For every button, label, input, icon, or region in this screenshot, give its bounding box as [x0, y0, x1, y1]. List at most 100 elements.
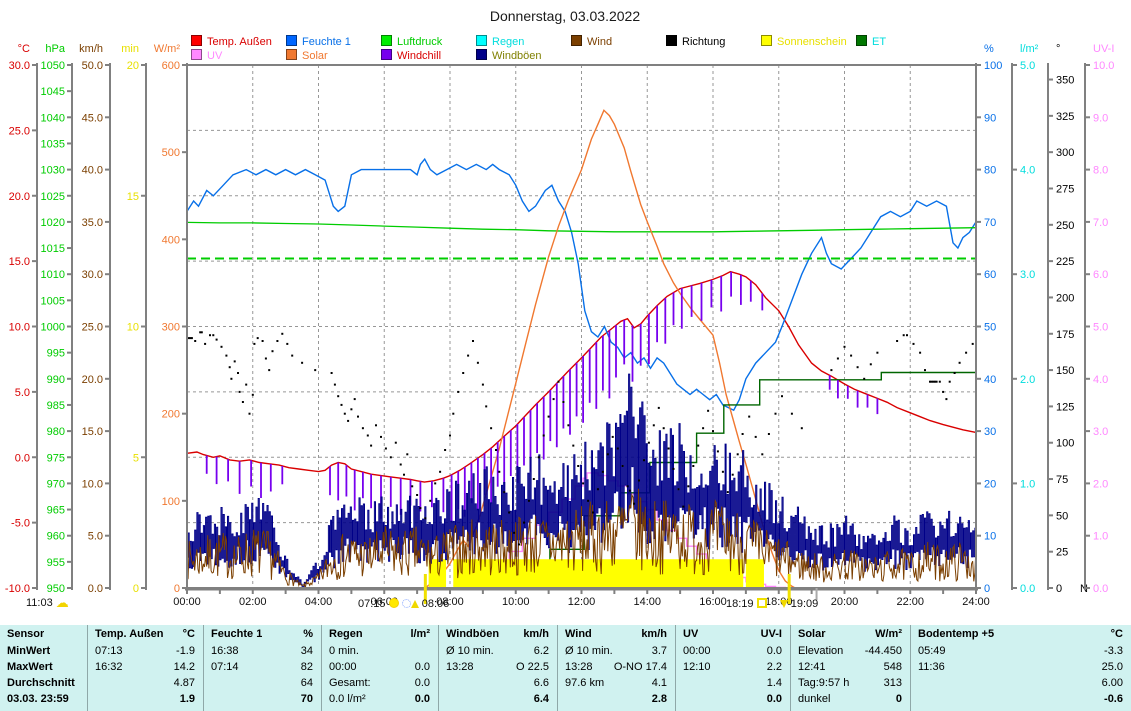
- legend-label: Windchill: [397, 50, 442, 62]
- moonrise-time: 08:06: [421, 598, 450, 610]
- axis-rain-label: 0.0: [1020, 583, 1035, 595]
- table-row-label: 03.03. 23:59: [7, 693, 69, 705]
- direction-dot: [843, 345, 846, 348]
- axis-wind-label: 5.0: [88, 531, 103, 543]
- legend-label: Solar: [302, 50, 328, 62]
- table-cell-value: 0.0: [414, 677, 430, 689]
- table-cell-time: 00:00: [683, 645, 711, 657]
- axis-pressure-label: 995: [47, 348, 65, 360]
- axis-humidity-label: 90: [984, 112, 996, 124]
- direction-dot: [429, 499, 432, 502]
- legend-item-luftdruck: Luftdruck: [381, 35, 476, 48]
- direction-dot: [503, 491, 506, 494]
- direction-dot: [935, 380, 938, 383]
- direction-dot: [863, 377, 866, 380]
- direction-dot: [523, 521, 525, 524]
- table-cell-value: O-NO 17.4: [613, 661, 667, 673]
- series-sonnenschein-area: [428, 559, 447, 587]
- series-sonnenschein-area: [745, 559, 764, 587]
- axis-pressure-label: 975: [47, 452, 65, 464]
- legend-swatch-icon: [476, 49, 487, 60]
- axis-uv-label: 9.0: [1093, 112, 1108, 124]
- direction-dot: [424, 517, 427, 520]
- legend-item-windchill: Windchill: [381, 49, 476, 62]
- table-column-unit: °C: [182, 628, 195, 640]
- axis-uv-label: 0.0: [1093, 583, 1108, 595]
- table-cell-time: Gesamt:: [329, 677, 371, 689]
- axis-rain-title: l/m²: [1020, 43, 1039, 55]
- direction-dot: [375, 424, 377, 427]
- direction-dot: [638, 479, 640, 482]
- direction-dot: [361, 427, 364, 430]
- legend-row-2: UV Solar Windchill Windböen: [191, 49, 571, 62]
- direction-dot: [547, 415, 550, 418]
- axis-humidity-title: %: [984, 43, 994, 55]
- table-column-header: Feuchte 1: [211, 628, 263, 640]
- direction-dot: [582, 482, 585, 485]
- x-axis-label: 00:00: [173, 596, 201, 608]
- axis-pressure-label: 950: [47, 583, 65, 595]
- table-cell-value: 0.0: [414, 661, 430, 673]
- axis-uv-label: 4.0: [1093, 374, 1108, 386]
- table-cell-time: 11:36: [918, 661, 945, 673]
- direction-dot: [682, 505, 685, 508]
- table-cell-value: -3.3: [1104, 645, 1123, 657]
- direction-dot: [268, 369, 271, 372]
- table-column-header: Solar: [798, 628, 826, 640]
- axis-temp-label: 25.0: [9, 125, 30, 137]
- direction-dot: [194, 340, 197, 342]
- table-row-label: MinWert: [7, 645, 51, 657]
- direction-dot: [251, 393, 254, 396]
- direction-dot: [199, 331, 202, 334]
- direction-dot: [204, 342, 207, 345]
- direction-dot: [271, 350, 274, 353]
- legend-item-regen: Regen: [476, 35, 571, 48]
- axis-humidity-label: 30: [984, 426, 996, 438]
- legend-swatch-icon: [761, 35, 772, 46]
- axis-direction-label: 275: [1056, 183, 1074, 195]
- direction-dot: [399, 463, 402, 466]
- direction-dot: [394, 441, 397, 444]
- direction-dot: [606, 453, 609, 456]
- x-axis-label: 24:00: [962, 596, 990, 608]
- legend-swatch-icon: [476, 35, 487, 46]
- table-cell-value: 6.2: [533, 645, 549, 657]
- direction-dot: [643, 459, 645, 462]
- direction-dot: [245, 383, 248, 386]
- table-column-header: Wind: [565, 628, 592, 640]
- direction-dot: [228, 366, 231, 369]
- axis-humidity-label: 0: [984, 583, 990, 595]
- direction-dot: [301, 361, 304, 364]
- direction-dot: [366, 434, 369, 437]
- direction-dot: [337, 395, 340, 398]
- table-column-header: UV: [683, 628, 699, 640]
- axis-uv-label: 3.0: [1093, 426, 1108, 438]
- legend-item-feuchte-1: Feuchte 1: [286, 35, 381, 48]
- direction-dot: [716, 450, 719, 453]
- direction-dot: [850, 354, 853, 357]
- table-column-unit: °C: [1110, 628, 1123, 640]
- direction-dot: [457, 390, 460, 393]
- direction-dot: [286, 342, 289, 345]
- moon-icon: [401, 599, 411, 608]
- day-length-annotation: 11:03 ☁: [26, 597, 69, 611]
- table-column-unit: %: [303, 628, 313, 640]
- direction-dot: [919, 351, 922, 354]
- axis-direction-label: 100: [1056, 438, 1074, 450]
- direction-dot: [924, 369, 926, 372]
- x-axis-label: 08:00: [436, 596, 464, 608]
- legend-label: Regen: [492, 36, 525, 48]
- table-cell-time: Elevation: [798, 645, 844, 657]
- direction-dot: [411, 485, 414, 488]
- axis-direction-label: 350: [1056, 75, 1074, 87]
- direction-dot: [830, 369, 833, 372]
- direction-dot: [276, 340, 279, 342]
- direction-dot: [220, 345, 223, 348]
- direction-dot: [357, 415, 359, 418]
- axis-wind-label: 20.0: [82, 374, 103, 386]
- table-cell-time: 13:28: [565, 661, 593, 673]
- table-cell-value: 0: [895, 693, 902, 705]
- table-cell-time: 07:13: [95, 645, 123, 657]
- direction-dot: [628, 489, 631, 492]
- direction-dot: [726, 491, 729, 494]
